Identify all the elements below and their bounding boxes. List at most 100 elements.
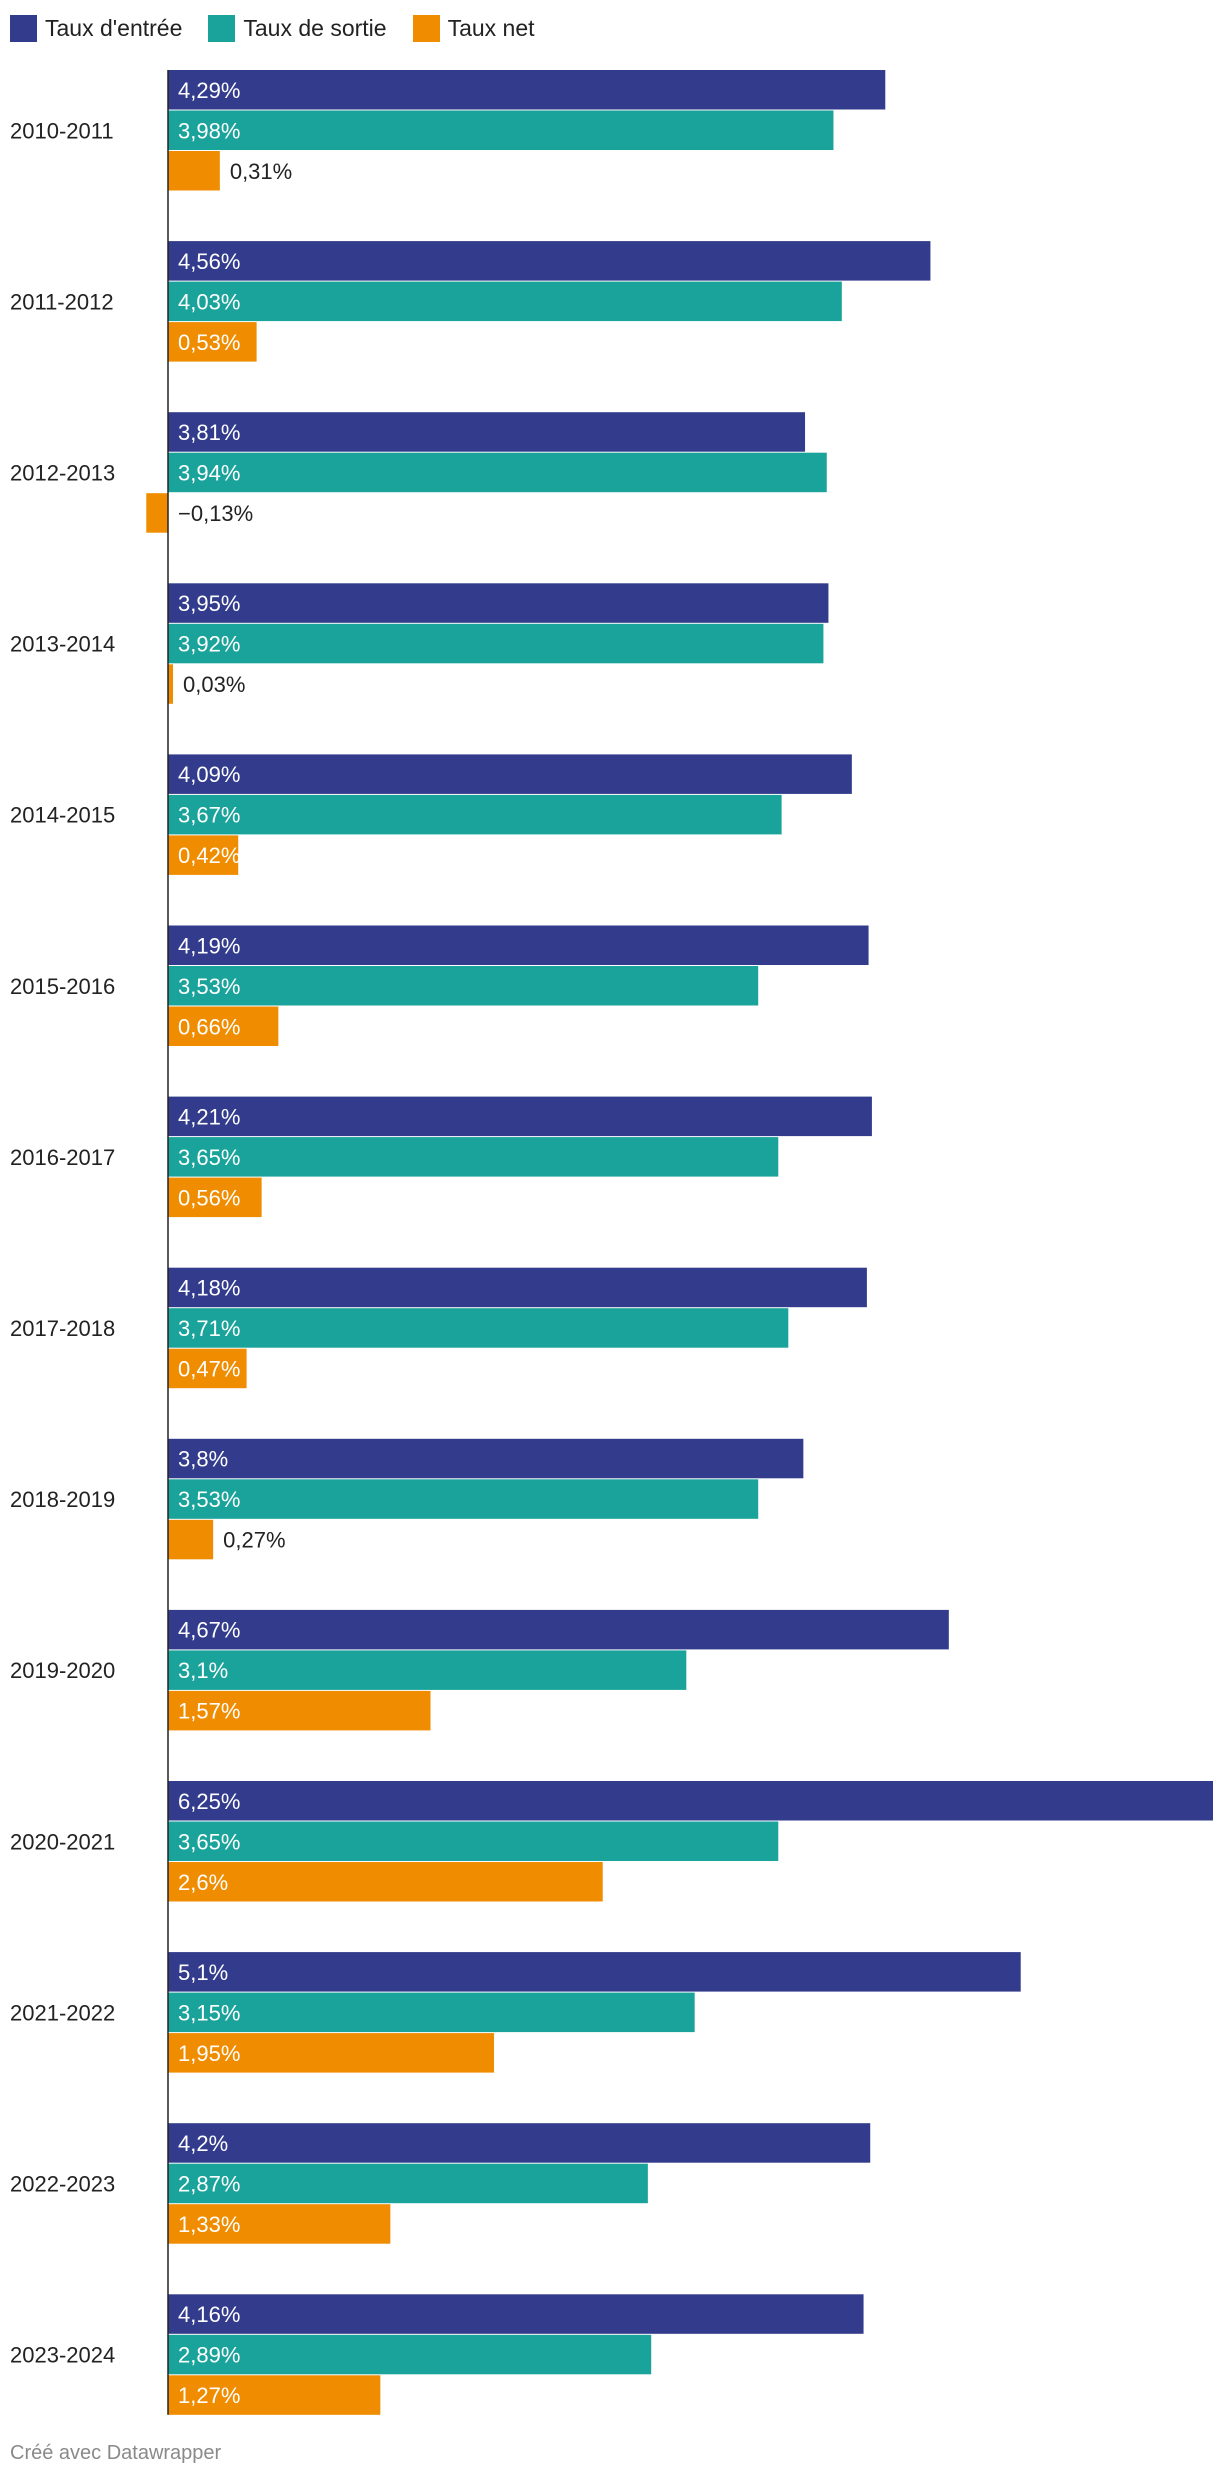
value-label-entree-2015-2016: 4,19% bbox=[178, 933, 240, 958]
category-label-2011-2012: 2011-2012 bbox=[10, 289, 114, 314]
bar-sortie-2016-2017 bbox=[168, 1137, 779, 1177]
bar-net-2013-2014 bbox=[168, 664, 174, 704]
category-label-2010-2011: 2010-2011 bbox=[10, 118, 114, 143]
value-label-net-2019-2020: 1,57% bbox=[178, 1699, 240, 1724]
bar-sortie-2012-2013 bbox=[168, 452, 827, 493]
value-label-sortie-2010-2011: 3,98% bbox=[178, 118, 240, 143]
category-label-2018-2019: 2018-2019 bbox=[10, 1487, 115, 1512]
bar-net-2021-2022 bbox=[168, 2033, 495, 2073]
bar-net-2023-2024 bbox=[168, 2375, 381, 2415]
bar-entree-2022-2023 bbox=[168, 2123, 871, 2163]
category-label-2013-2014: 2013-2014 bbox=[10, 632, 115, 657]
bar-entree-2012-2013 bbox=[168, 412, 806, 452]
category-label-2022-2023: 2022-2023 bbox=[10, 2171, 115, 2196]
legend-swatch-net bbox=[412, 14, 440, 42]
legend-label-sortie: Taux de sortie bbox=[243, 14, 387, 41]
legend-item-entree: Taux d'entrée bbox=[10, 14, 183, 42]
bar-sortie-2022-2023 bbox=[168, 2163, 648, 2204]
bar-sortie-2019-2020 bbox=[168, 1650, 687, 1690]
value-label-net-2017-2018: 0,47% bbox=[178, 1356, 240, 1381]
value-label-entree-2013-2014: 3,95% bbox=[178, 591, 240, 616]
value-label-sortie-2016-2017: 3,65% bbox=[178, 1145, 240, 1170]
value-label-entree-2010-2011: 4,29% bbox=[178, 78, 240, 103]
value-label-sortie-2020-2021: 3,65% bbox=[178, 1829, 240, 1854]
value-label-entree-2018-2019: 3,8% bbox=[178, 1447, 228, 1472]
value-label-entree-2022-2023: 4,2% bbox=[178, 2131, 228, 2156]
legend-label-entree: Taux d'entrée bbox=[45, 14, 183, 41]
bar-sortie-2015-2016 bbox=[168, 966, 759, 1006]
value-label-net-2018-2019: 0,27% bbox=[223, 1528, 285, 1553]
value-label-net-2014-2015: 0,42% bbox=[178, 843, 240, 868]
bar-sortie-2017-2018 bbox=[168, 1308, 789, 1348]
bar-entree-2011-2012 bbox=[168, 241, 931, 281]
bar-entree-2016-2017 bbox=[168, 1096, 872, 1137]
bar-entree-2017-2018 bbox=[168, 1267, 867, 1308]
bar-net-2011-2012 bbox=[168, 322, 257, 362]
value-label-sortie-2019-2020: 3,1% bbox=[178, 1658, 228, 1683]
category-label-2017-2018: 2017-2018 bbox=[10, 1316, 115, 1341]
bar-net-2012-2013 bbox=[146, 493, 168, 533]
bar-sortie-2023-2024 bbox=[168, 2334, 652, 2375]
bar-entree-2013-2014 bbox=[168, 583, 829, 623]
bar-entree-2020-2021 bbox=[168, 1781, 1213, 1821]
value-label-entree-2020-2021: 6,25% bbox=[178, 1789, 240, 1814]
category-label-2016-2017: 2016-2017 bbox=[10, 1145, 115, 1170]
value-label-entree-2017-2018: 4,18% bbox=[178, 1275, 240, 1300]
category-label-2014-2015: 2014-2015 bbox=[10, 803, 115, 828]
bar-net-2017-2018 bbox=[168, 1348, 247, 1389]
value-label-net-2022-2023: 1,33% bbox=[178, 2212, 240, 2237]
bar-sortie-2020-2021 bbox=[168, 1821, 779, 1861]
value-label-entree-2023-2024: 4,16% bbox=[178, 2302, 240, 2327]
value-label-net-2011-2012: 0,53% bbox=[178, 330, 240, 355]
value-label-net-2010-2011: 0,31% bbox=[230, 159, 292, 184]
bar-sortie-2014-2015 bbox=[168, 794, 782, 835]
value-label-sortie-2022-2023: 2,87% bbox=[178, 2171, 240, 2196]
category-label-2021-2022: 2021-2022 bbox=[10, 2000, 115, 2025]
bar-net-2015-2016 bbox=[168, 1006, 279, 1046]
legend-swatch-entree bbox=[10, 14, 37, 42]
value-label-net-2012-2013: −0,13% bbox=[178, 501, 253, 526]
legend-item-sortie: Taux de sortie bbox=[208, 14, 387, 42]
value-label-sortie-2012-2013: 3,94% bbox=[178, 460, 240, 485]
value-label-sortie-2011-2012: 4,03% bbox=[178, 289, 240, 314]
value-label-net-2015-2016: 0,66% bbox=[178, 1014, 240, 1039]
bar-sortie-2011-2012 bbox=[168, 281, 842, 322]
value-label-sortie-2014-2015: 3,67% bbox=[178, 803, 240, 828]
bar-sortie-2021-2022 bbox=[168, 1992, 695, 2033]
bar-net-2022-2023 bbox=[168, 2204, 391, 2244]
value-label-net-2021-2022: 1,95% bbox=[178, 2041, 240, 2066]
legend-label-net: Taux net bbox=[447, 14, 535, 41]
value-label-entree-2021-2022: 5,1% bbox=[178, 1960, 228, 1985]
value-label-entree-2016-2017: 4,21% bbox=[178, 1104, 240, 1129]
value-label-entree-2012-2013: 3,81% bbox=[178, 420, 240, 445]
bar-entree-2010-2011 bbox=[168, 70, 886, 110]
bar-entree-2023-2024 bbox=[168, 2294, 864, 2334]
legend: Taux d'entrée Taux de sortie Taux net bbox=[10, 12, 535, 44]
bar-net-2014-2015 bbox=[168, 835, 239, 875]
value-label-net-2016-2017: 0,56% bbox=[178, 1185, 240, 1210]
value-label-net-2013-2014: 0,03% bbox=[183, 672, 245, 697]
bar-net-2016-2017 bbox=[168, 1177, 262, 1218]
bar-sortie-2010-2011 bbox=[168, 110, 834, 150]
value-label-sortie-2017-2018: 3,71% bbox=[178, 1316, 240, 1341]
value-label-sortie-2015-2016: 3,53% bbox=[178, 974, 240, 999]
bar-net-2020-2021 bbox=[168, 1862, 603, 1902]
bar-entree-2021-2022 bbox=[168, 1952, 1021, 1992]
value-label-sortie-2013-2014: 3,92% bbox=[178, 632, 240, 657]
legend-item-net: Taux net bbox=[412, 14, 535, 42]
bar-sortie-2018-2019 bbox=[168, 1479, 759, 1519]
bar-net-2010-2011 bbox=[168, 151, 220, 191]
value-label-sortie-2023-2024: 2,89% bbox=[178, 2343, 240, 2368]
value-label-net-2020-2021: 2,6% bbox=[178, 1870, 228, 1895]
bar-entree-2019-2020 bbox=[168, 1609, 949, 1650]
bar-net-2019-2020 bbox=[168, 1690, 431, 1731]
bar-net-2018-2019 bbox=[168, 1519, 214, 1560]
bar-entree-2018-2019 bbox=[168, 1438, 804, 1479]
category-label-2023-2024: 2023-2024 bbox=[10, 2343, 115, 2368]
category-label-2012-2013: 2012-2013 bbox=[10, 460, 115, 485]
category-label-2020-2021: 2020-2021 bbox=[10, 1829, 115, 1854]
value-label-entree-2011-2012: 4,56% bbox=[178, 249, 240, 274]
value-label-sortie-2021-2022: 3,15% bbox=[178, 2000, 240, 2025]
category-label-2019-2020: 2019-2020 bbox=[10, 1658, 115, 1683]
